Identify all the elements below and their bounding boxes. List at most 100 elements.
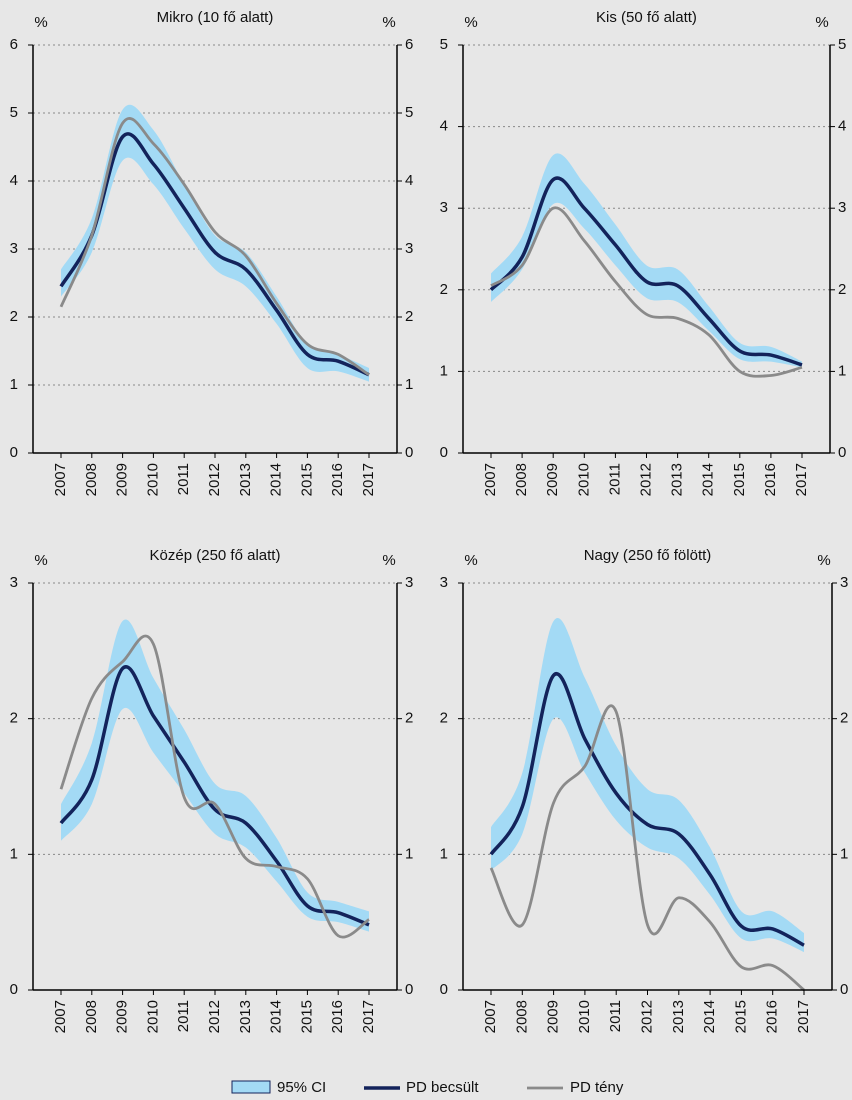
x-tick-label: 2010	[144, 1000, 161, 1033]
x-tick-label: 2007	[52, 1000, 69, 1033]
y2-tick-label: 3	[405, 574, 413, 591]
ci-band	[61, 619, 369, 932]
y-tick-label: 6	[10, 36, 18, 53]
x-tick-label: 2010	[576, 1000, 593, 1033]
legend-swatch	[231, 1080, 271, 1094]
y2-tick-label: 2	[405, 710, 413, 727]
legend-label: PD tény	[570, 1079, 624, 1096]
y2-tick-label: 0	[405, 444, 413, 461]
x-tick-label: 2007	[482, 1000, 499, 1033]
y-tick-label: 5	[10, 104, 18, 121]
estimate-line	[489, 672, 805, 947]
x-tick-label: 2009	[545, 1000, 562, 1033]
x-tick-label: 2013	[669, 463, 686, 496]
y-tick-label: 0	[10, 981, 18, 998]
y2-tick-label: 3	[405, 240, 413, 257]
y-tick-label: 3	[10, 574, 18, 591]
x-tick-label: 2013	[670, 1000, 687, 1033]
y2-tick-label: 1	[840, 845, 848, 862]
x-tick-label: 2016	[329, 1000, 346, 1033]
x-tick-label: 2017	[793, 463, 810, 496]
x-tick-label: 2015	[298, 1000, 315, 1033]
ci-band	[491, 618, 804, 953]
y-tick-label: 2	[440, 281, 448, 298]
y2-tick-label: 0	[840, 981, 848, 998]
y2-tick-label: 2	[840, 710, 848, 727]
y-tick-label: 4	[440, 118, 448, 135]
legend-label: 95% CI	[277, 1079, 326, 1096]
ci-band	[61, 104, 369, 382]
y-axis-unit: %	[464, 14, 477, 31]
x-tick-label: 2012	[206, 1000, 223, 1033]
x-tick-label: 2009	[114, 1000, 131, 1033]
y-tick-label: 2	[10, 710, 18, 727]
estimate-line	[59, 665, 370, 927]
x-tick-label: 2015	[298, 463, 315, 496]
y-axis-unit: %	[34, 552, 47, 569]
y2-tick-label: 0	[405, 981, 413, 998]
x-tick-label: 2009	[544, 463, 561, 496]
panel-title: Közép (250 fő alatt)	[150, 547, 281, 564]
x-tick-label: 2014	[268, 463, 285, 496]
y2-tick-label: 4	[838, 118, 846, 135]
ci-band	[491, 153, 802, 368]
y2-tick-label: 1	[405, 376, 413, 393]
x-tick-label: 2013	[237, 1000, 254, 1033]
y-tick-label: 2	[10, 308, 18, 325]
x-tick-label: 2017	[360, 463, 377, 496]
y2-axis-unit: %	[817, 552, 830, 569]
x-tick-label: 2011	[607, 1000, 624, 1032]
y2-tick-label: 2	[838, 281, 846, 298]
y2-tick-label: 0	[838, 444, 846, 461]
x-tick-label: 2011	[175, 463, 192, 495]
y2-axis-unit: %	[815, 14, 828, 31]
estimate-line	[489, 176, 803, 367]
x-tick-label: 2015	[731, 463, 748, 496]
x-tick-label: 2016	[762, 463, 779, 496]
y-tick-label: 1	[10, 845, 18, 862]
panel-title: Kis (50 fő alatt)	[596, 9, 697, 26]
estimate-line	[59, 132, 370, 377]
actual-line	[489, 704, 805, 992]
x-tick-label: 2011	[606, 463, 623, 495]
y-tick-label: 5	[440, 36, 448, 53]
actual-line	[490, 206, 803, 378]
x-tick-label: 2012	[638, 1000, 655, 1033]
y2-tick-label: 3	[840, 574, 848, 591]
y2-tick-label: 5	[838, 36, 846, 53]
x-tick-label: 2008	[513, 463, 530, 496]
y-tick-label: 3	[440, 574, 448, 591]
y2-tick-label: 2	[405, 308, 413, 325]
x-tick-label: 2016	[329, 463, 346, 496]
x-tick-label: 2012	[637, 463, 654, 496]
x-tick-label: 2014	[701, 1000, 718, 1033]
y-tick-label: 3	[440, 199, 448, 216]
x-tick-label: 2014	[700, 463, 717, 496]
x-tick-label: 2012	[206, 463, 223, 496]
x-tick-label: 2008	[83, 1000, 100, 1033]
y-tick-label: 0	[440, 981, 448, 998]
x-tick-label: 2011	[175, 1000, 192, 1032]
y-tick-label: 3	[10, 240, 18, 257]
actual-line	[59, 117, 370, 376]
y-tick-label: 4	[10, 172, 18, 189]
x-tick-label: 2009	[114, 463, 131, 496]
panel-title: Nagy (250 fő fölött)	[584, 547, 712, 564]
x-tick-label: 2007	[52, 463, 69, 496]
y-tick-label: 1	[440, 845, 448, 862]
y-tick-label: 1	[10, 376, 18, 393]
actual-line	[59, 634, 370, 939]
legend-label: PD becsült	[406, 1079, 479, 1096]
x-tick-label: 2017	[360, 1000, 377, 1033]
y2-tick-label: 3	[838, 199, 846, 216]
y2-tick-label: 1	[405, 845, 413, 862]
x-tick-label: 2017	[795, 1000, 812, 1033]
y-axis-unit: %	[464, 552, 477, 569]
y-tick-label: 2	[440, 710, 448, 727]
y-tick-label: 0	[440, 444, 448, 461]
y2-axis-unit: %	[382, 552, 395, 569]
x-tick-label: 2007	[482, 463, 499, 496]
x-tick-label: 2010	[144, 463, 161, 496]
